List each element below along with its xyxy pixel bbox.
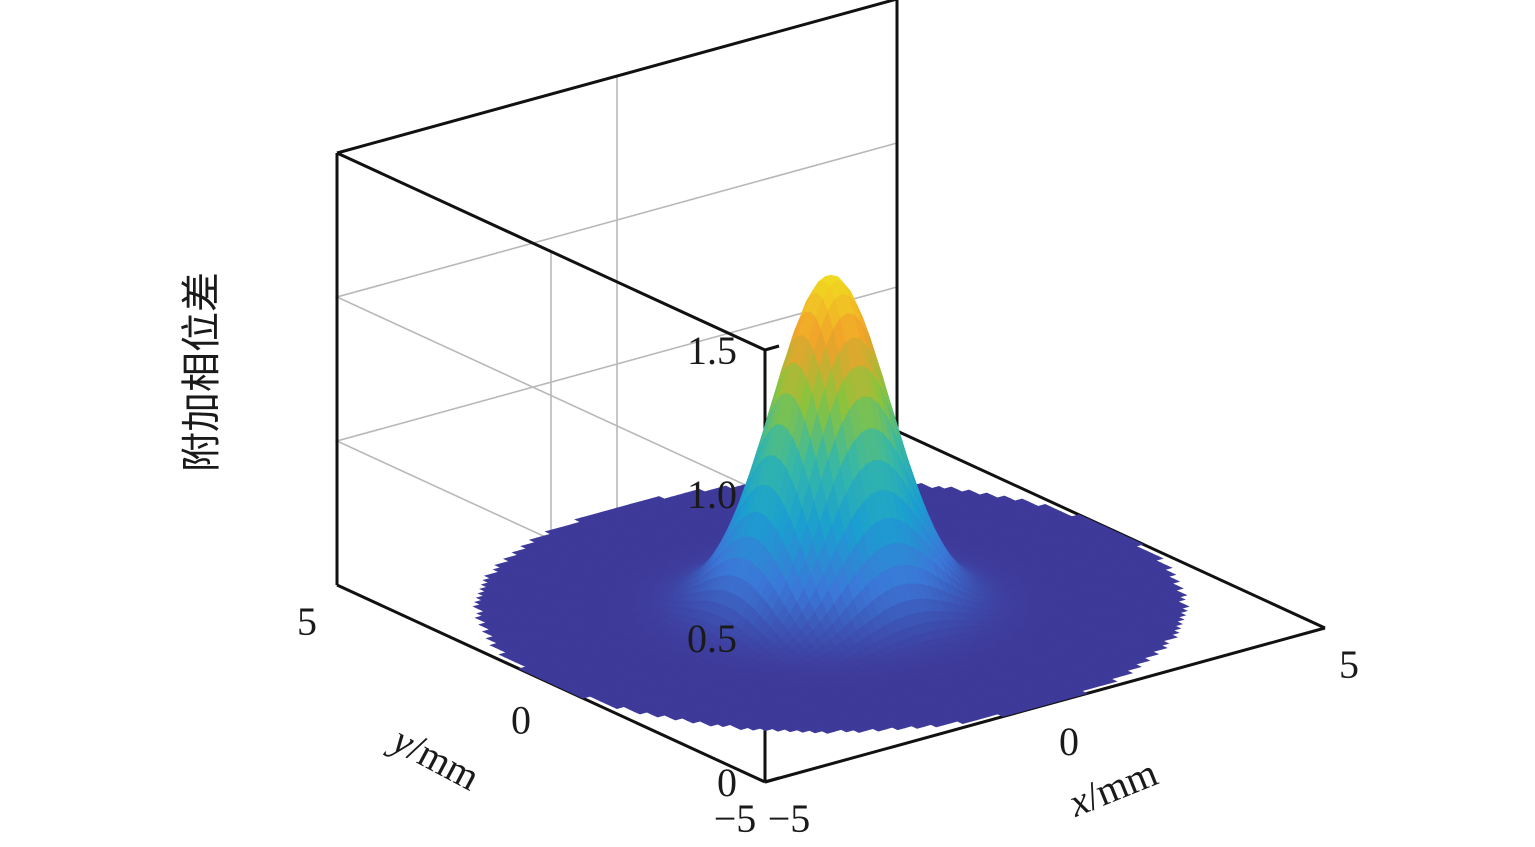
surface-patch <box>633 709 648 715</box>
box-edge <box>336 151 766 352</box>
z-tick <box>764 344 780 352</box>
box-edge <box>336 0 898 155</box>
surface-patch <box>610 703 625 710</box>
surface-patch <box>651 712 666 718</box>
surface-patch <box>686 718 701 724</box>
surface-patch <box>576 693 591 699</box>
surface-layer <box>472 274 1190 734</box>
surface-patch <box>956 718 971 725</box>
z-tick <box>764 776 780 784</box>
surface-patch <box>669 715 684 721</box>
surface-patch <box>996 711 1011 717</box>
